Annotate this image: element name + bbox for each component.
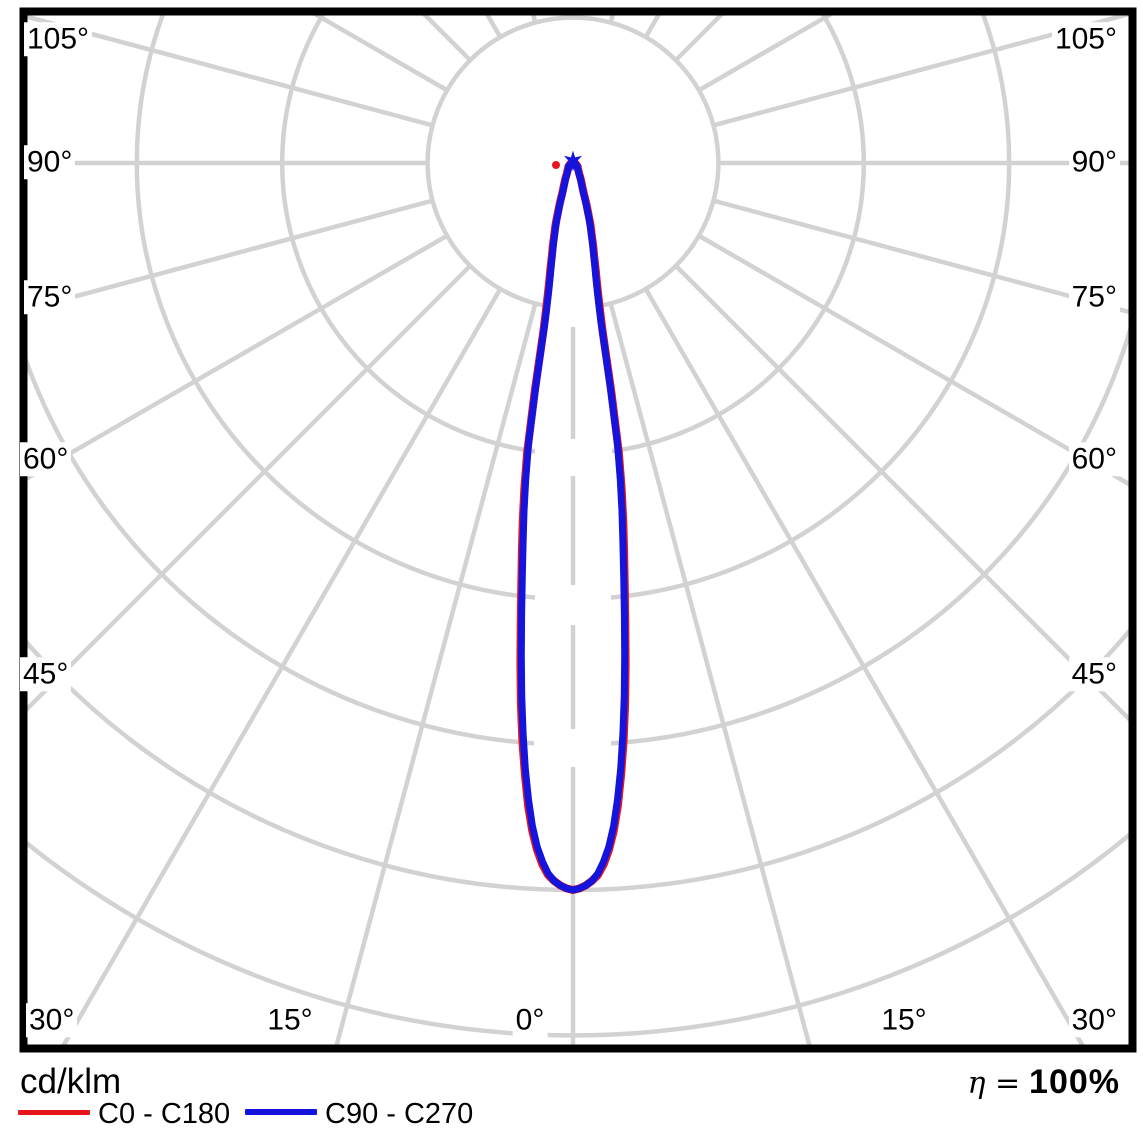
legend-label-c90-c270: C90 - C270 bbox=[325, 1098, 474, 1130]
efficiency-readout: η = 100% bbox=[967, 1063, 1120, 1102]
legend: C0 - C180 C90 - C270 bbox=[18, 1096, 618, 1132]
legend-item-c0-c180: C0 - C180 bbox=[18, 1096, 248, 1132]
legend-label-c0-c180: C0 - C180 bbox=[98, 1098, 231, 1130]
legend-swatch-red-icon bbox=[18, 1110, 90, 1115]
gamma-label-left-60: 60° bbox=[20, 442, 72, 476]
gamma-label-bottom-30-right: 30° bbox=[1068, 1003, 1120, 1037]
gamma-label-right-60: 60° bbox=[1068, 442, 1120, 476]
unit-label: cd/klm bbox=[20, 1062, 122, 1101]
legend-swatch-blue-icon bbox=[245, 1109, 317, 1115]
curve-peak-marker-c0-icon bbox=[552, 161, 560, 169]
plot-border bbox=[19, 7, 1137, 1053]
gamma-label-left-45: 45° bbox=[20, 657, 72, 691]
gamma-label-bottom-30-left: 30° bbox=[26, 1003, 78, 1037]
efficiency-symbol: η = bbox=[967, 1066, 1021, 1101]
gamma-label-right-75: 75° bbox=[1068, 280, 1120, 314]
curve-peak-marker-c90-icon bbox=[563, 150, 583, 172]
gamma-label-left-105: 105° bbox=[24, 22, 93, 56]
gamma-label-bottom-15-left: 15° bbox=[264, 1003, 316, 1037]
gamma-label-right-90: 90° bbox=[1068, 145, 1120, 179]
efficiency-value: 100% bbox=[1029, 1063, 1120, 1101]
gamma-label-right-45: 45° bbox=[1068, 657, 1120, 691]
ring-label-masks bbox=[534, 293, 612, 767]
curve-c90-c270 bbox=[517, 159, 629, 894]
gamma-label-bottom-15-right: 15° bbox=[878, 1003, 930, 1037]
gamma-label-right-105: 105° bbox=[1051, 22, 1120, 56]
gamma-label-left-75: 75° bbox=[24, 280, 76, 314]
legend-item-c90-c270: C90 - C270 bbox=[245, 1096, 505, 1132]
gamma-label-left-90: 90° bbox=[24, 145, 76, 179]
gamma-label-bottom-0: 0° bbox=[512, 1003, 548, 1037]
